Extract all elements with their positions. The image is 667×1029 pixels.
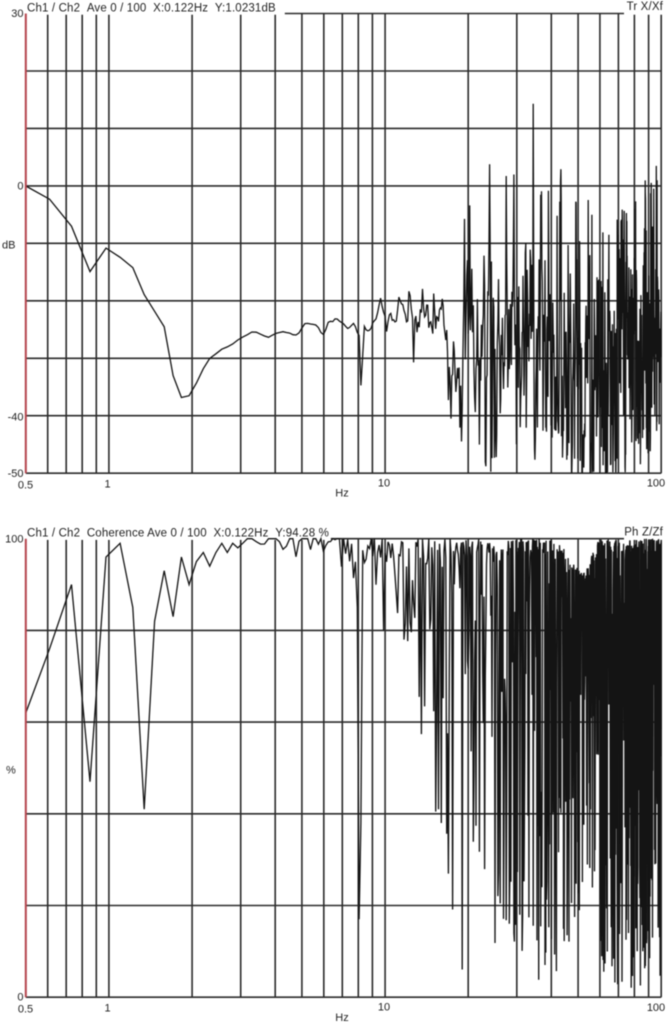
svg-text:-50: -50 [8,468,24,480]
svg-text:Ch1 / Ch2 Coherence Ave 0 / 1: Ch1 / Ch2 Coherence Ave 0 / 100 X:0.122H… [27,528,329,540]
svg-text:-40: -40 [8,412,24,424]
svg-text:Ph Z/Zf: Ph Z/Zf [624,527,663,539]
svg-text:0: 0 [17,992,23,1004]
svg-text:0.5: 0.5 [18,1004,33,1016]
svg-text:10: 10 [378,1002,390,1014]
svg-text:%: % [6,765,16,777]
svg-text:0.5: 0.5 [18,480,33,492]
svg-text:1: 1 [104,1003,110,1015]
svg-text:Hz: Hz [335,1012,348,1024]
svg-text:0: 0 [17,181,23,193]
svg-text:dB: dB [2,240,15,252]
svg-text:100: 100 [647,1002,665,1014]
svg-text:100: 100 [647,478,665,490]
svg-text:100: 100 [5,534,23,546]
svg-text:1: 1 [104,479,110,491]
svg-text:Hz: Hz [335,488,348,500]
svg-text:30: 30 [11,8,23,20]
svg-text:10: 10 [378,478,390,490]
svg-text:Tr X/Xf: Tr X/Xf [627,1,664,13]
svg-text:Ch1 / Ch2 Ave 0 / 100 X:0.12: Ch1 / Ch2 Ave 0 / 100 X:0.122Hz Y:1.0231… [27,3,276,15]
